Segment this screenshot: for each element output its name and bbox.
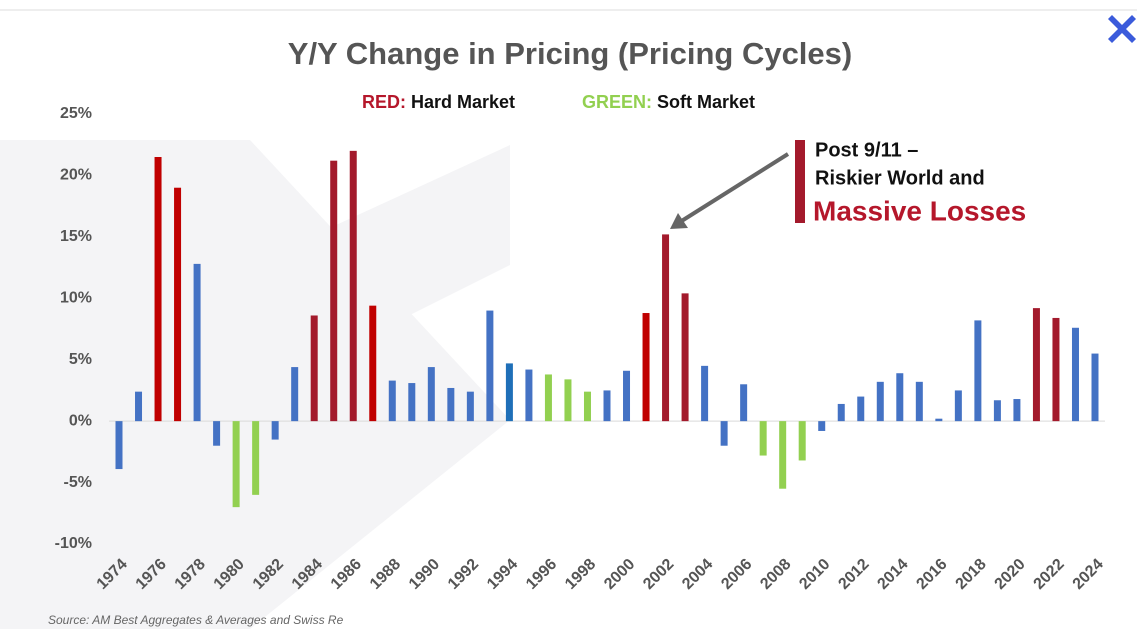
bar xyxy=(974,320,982,422)
y-tick-label: -5% xyxy=(64,474,92,491)
bar xyxy=(330,160,338,422)
y-tick-label: 5% xyxy=(69,351,92,368)
legend-key: GREEN: xyxy=(582,92,652,112)
bar xyxy=(525,369,533,422)
bar xyxy=(154,157,162,422)
logo xyxy=(1108,15,1136,43)
bar xyxy=(427,367,435,422)
bar xyxy=(193,263,201,422)
legend-item: RED: Hard Market xyxy=(362,92,515,112)
source: Source: AM Best Aggregates & Averages an… xyxy=(48,613,344,627)
bar xyxy=(662,234,670,422)
bar xyxy=(447,387,455,422)
watermark xyxy=(260,145,510,330)
bar xyxy=(915,381,923,422)
legend-label: Hard Market xyxy=(411,92,515,112)
bar xyxy=(486,310,494,422)
bar xyxy=(818,421,826,431)
bar xyxy=(408,383,416,422)
annotation: Riskier World and xyxy=(815,167,985,189)
bar xyxy=(642,313,650,422)
legend-key: RED: xyxy=(362,92,406,112)
bar xyxy=(583,391,591,422)
bar xyxy=(779,421,787,489)
bar xyxy=(681,293,689,422)
bar xyxy=(1032,308,1040,422)
y-tick-label: 10% xyxy=(60,290,92,307)
bar xyxy=(174,187,182,422)
bar xyxy=(544,374,552,422)
y-tick-label: -10% xyxy=(55,535,92,552)
bar xyxy=(759,421,767,456)
bar xyxy=(466,391,474,422)
y-tick-label: 0% xyxy=(69,412,92,429)
bar xyxy=(213,421,221,446)
legend-label: Soft Market xyxy=(657,92,755,112)
y-tick-label: 25% xyxy=(60,105,92,122)
bar xyxy=(564,379,572,422)
bar xyxy=(701,365,709,422)
bar xyxy=(623,370,631,422)
bar xyxy=(1071,327,1079,422)
legend: RED: Hard Market GREEN: Soft Market xyxy=(362,92,755,112)
bar xyxy=(954,390,962,422)
bar xyxy=(252,421,260,495)
bar xyxy=(271,421,279,440)
bar xyxy=(310,315,318,422)
legend-item: GREEN: Soft Market xyxy=(582,92,755,112)
bar xyxy=(232,421,240,508)
bar xyxy=(369,305,377,422)
bar xyxy=(837,403,845,422)
bar xyxy=(1013,399,1021,422)
bar xyxy=(857,396,865,422)
arrow-head xyxy=(670,213,688,229)
annotation: Post 9/11 – xyxy=(815,139,918,161)
bar xyxy=(935,418,943,422)
arrow xyxy=(678,152,790,224)
annotation-bar xyxy=(795,140,805,223)
annotation: Massive Losses xyxy=(813,195,1026,226)
bar xyxy=(740,384,748,422)
y-tick-label: 15% xyxy=(60,228,92,245)
bar xyxy=(135,391,143,422)
bar xyxy=(993,400,1001,422)
bar xyxy=(349,150,357,422)
bar xyxy=(896,373,904,422)
bar xyxy=(1091,353,1099,422)
watermark xyxy=(0,140,510,629)
chart-title: Y/Y Change in Pricing (Pricing Cycles) xyxy=(288,36,852,71)
y-tick-label: 20% xyxy=(60,167,92,184)
bar xyxy=(388,380,396,422)
bar xyxy=(291,367,299,422)
bar xyxy=(603,390,611,422)
bar xyxy=(798,421,806,461)
bar xyxy=(720,421,728,446)
bar xyxy=(115,421,123,470)
bar xyxy=(1052,317,1060,422)
bar xyxy=(505,363,513,422)
bar xyxy=(876,381,884,422)
